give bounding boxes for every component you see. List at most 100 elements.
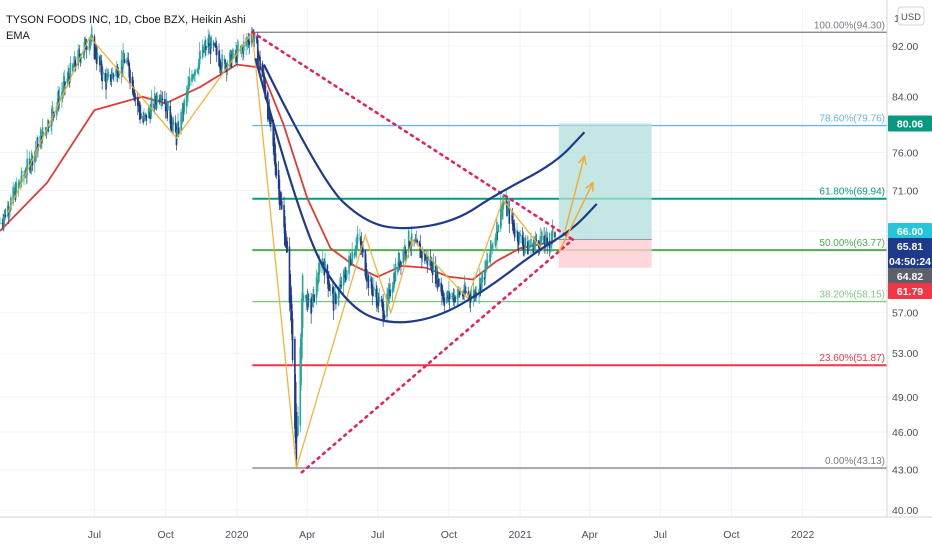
candle-body [106, 76, 108, 84]
candle-body [64, 81, 66, 86]
candle-body [535, 239, 538, 242]
x-tick-label: Apr [582, 529, 599, 541]
currency-button[interactable]: USD [897, 6, 925, 26]
candle-body [164, 101, 167, 112]
candle-body [518, 232, 521, 242]
candle-body [25, 174, 28, 176]
candle-body [355, 246, 357, 252]
forecast-arrow-head [578, 154, 587, 166]
candle-body [393, 280, 396, 282]
candle-body [313, 294, 316, 302]
grid [0, 8, 887, 517]
candle-body [544, 234, 547, 244]
price-tag-label: 65.81 [897, 241, 923, 253]
candle-body [191, 77, 194, 79]
candle-body [405, 251, 408, 253]
candle-body [77, 49, 79, 66]
candle-body [329, 286, 332, 288]
candle-body [12, 186, 14, 204]
candle-body [529, 246, 531, 248]
candle-body [454, 296, 456, 302]
candle-body [448, 293, 451, 300]
candle-body [431, 266, 434, 276]
candle-body [301, 275, 304, 328]
candle-body [140, 113, 142, 119]
candle-body [494, 237, 497, 247]
cup-curve-outer [254, 58, 598, 324]
candle-body [376, 293, 378, 308]
ema-legend-label[interactable]: EMA [6, 30, 31, 42]
candle-body [259, 56, 261, 71]
candle-body [340, 284, 343, 287]
candle-body [198, 51, 201, 65]
candle-body [79, 55, 82, 62]
candle-body [91, 35, 93, 38]
candle-body [492, 246, 494, 247]
candle-body [345, 270, 348, 278]
candle-body [392, 285, 394, 291]
candle-body [479, 284, 482, 291]
candle-body [166, 102, 168, 119]
candle-body [194, 69, 196, 76]
candle-body [55, 106, 58, 115]
fib-level-label: 78.60%(79.76) [819, 114, 885, 125]
price-tags: 80.06 66.00 65.81 04:50:24 64.82 61.79 [888, 115, 932, 300]
candle-body [145, 114, 148, 121]
fib-level-label: 100.00%(94.30) [814, 20, 885, 31]
zigzag-line [6, 30, 545, 469]
y-tick-label: 53.00 [892, 348, 918, 360]
candle-body [316, 281, 319, 288]
candle-body [88, 47, 90, 49]
candle-body [457, 288, 460, 298]
candle-body [229, 52, 231, 67]
candle-body [483, 277, 486, 280]
candle-body [299, 346, 302, 426]
candle-body [150, 104, 152, 116]
candle-body [234, 53, 237, 56]
candle-body [480, 277, 483, 288]
candle-body [160, 99, 162, 101]
candle-body [551, 231, 553, 243]
candle-body [386, 293, 388, 317]
candle-body [478, 288, 480, 295]
candle-body [342, 270, 345, 286]
candle-body [308, 298, 310, 300]
y-tick-label: 40.00 [892, 505, 918, 517]
forecast-arrow-shaft [564, 155, 586, 232]
candle-body [311, 294, 314, 307]
candle-body [354, 248, 357, 256]
candle-body [438, 278, 440, 287]
candle-body [345, 276, 347, 280]
candle-body [253, 38, 255, 40]
candle-body [426, 256, 429, 265]
fib-level-label: 0.00%(43.13) [825, 456, 885, 467]
candle-body [0, 222, 1, 224]
candle-body [551, 227, 554, 238]
y-tick-label: 76.00 [892, 147, 918, 159]
candle-body [270, 115, 272, 125]
candle-body [82, 51, 85, 58]
candle-body [486, 259, 488, 267]
candle-body [429, 258, 432, 267]
candle-body [123, 59, 126, 63]
candle-body [495, 240, 497, 242]
candle-body [20, 170, 23, 183]
candle-body [153, 103, 155, 108]
candle-body [280, 200, 283, 210]
candle-body [306, 295, 309, 310]
candle-body [311, 306, 313, 307]
candle-body [445, 297, 448, 302]
candle-body [183, 99, 186, 112]
candle-body [242, 47, 244, 55]
candle-body [13, 193, 15, 196]
candle-body [117, 73, 120, 77]
candle-body [372, 290, 374, 292]
candle-body [317, 279, 319, 285]
candle-body [416, 240, 418, 243]
price-tag-box [888, 268, 932, 285]
y-tick-label: 46.00 [892, 427, 918, 439]
candle-body [171, 124, 174, 127]
candle-body [447, 295, 449, 299]
candle-body [383, 315, 386, 319]
